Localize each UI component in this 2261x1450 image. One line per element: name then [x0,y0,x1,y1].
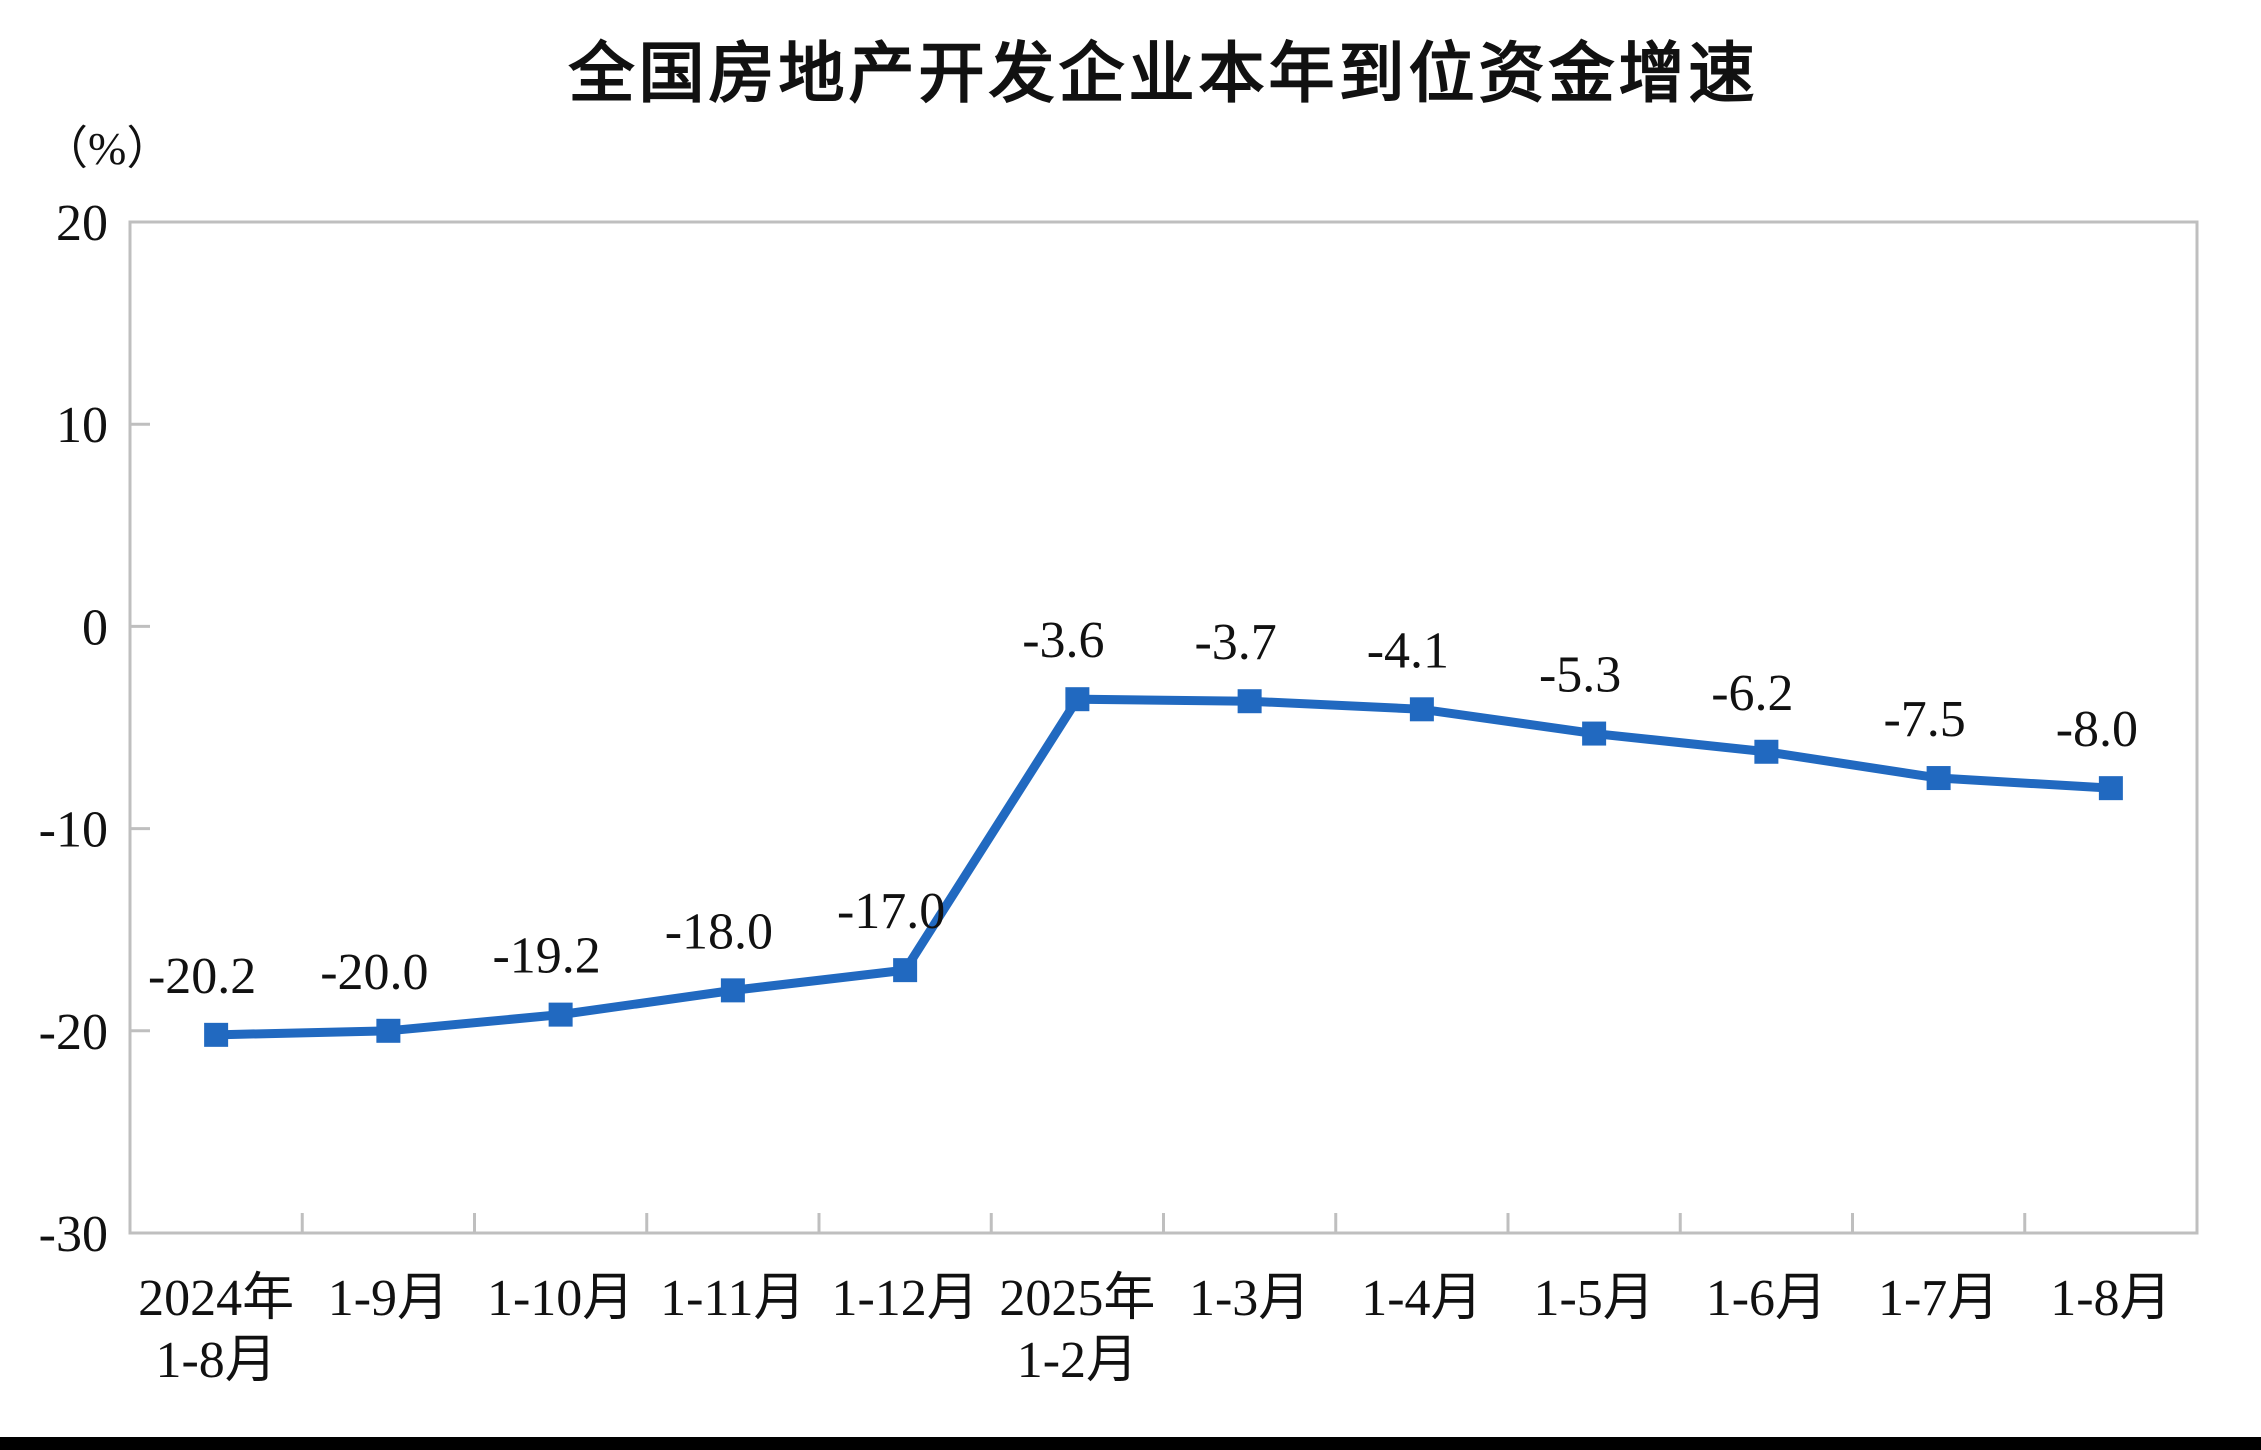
y-axis-tick-label: 0 [82,599,108,656]
data-point-label: -3.6 [1022,612,1104,669]
data-point-marker [2098,776,2123,801]
data-point-label: -8.0 [2056,701,2138,758]
x-axis-category-label: 2024年 [138,1270,294,1327]
data-point-marker [893,958,918,983]
data-point-label: -5.3 [1539,647,1621,704]
x-axis-category-label: 1-5月 [1533,1270,1654,1327]
data-point-marker [376,1018,401,1043]
data-point-label: -18.0 [665,903,773,960]
data-point-marker [1582,721,1607,746]
x-axis-category-label: 1-8月 [155,1332,276,1389]
x-axis-category-label: 1-11月 [660,1270,805,1327]
data-point-label: -20.2 [148,948,256,1005]
y-axis-tick-label: -20 [39,1004,108,1061]
data-point-label: -6.2 [1711,665,1793,722]
bottom-page-divider [0,1437,2261,1450]
y-axis-tick-label: -10 [39,802,108,859]
data-point-label: -7.5 [1883,691,1965,748]
chart-title: 全国房地产开发企业本年到位资金增速 [568,36,1759,110]
y-axis-tick-label: 10 [56,397,108,454]
x-axis-category-label: 1-4月 [1361,1270,1482,1327]
data-point-marker [1065,687,1090,712]
x-axis-category-label: 1-3月 [1189,1270,1310,1327]
data-point-marker [1409,697,1434,722]
y-axis-tick-label: -30 [39,1206,108,1263]
data-point-marker [1237,689,1262,714]
x-axis-category-label: 1-6月 [1706,1270,1827,1327]
series-line [216,694,2112,1040]
data-point-label: -19.2 [492,928,600,985]
x-axis-category-label: 1-9月 [328,1270,449,1327]
data-point-label: -17.0 [837,883,945,940]
data-point-marker [1926,766,1951,791]
x-axis-category-label: 1-2月 [1017,1332,1138,1389]
x-axis-category-label: 1-10月 [487,1270,634,1327]
data-point-label: -3.7 [1194,614,1276,671]
data-point-marker [720,978,745,1003]
x-axis-category-label: 2025年 [999,1270,1155,1327]
x-axis-category-label: 1-12月 [831,1270,978,1327]
data-point-marker [548,1002,573,1027]
y-axis-unit-label: （%） [42,123,173,174]
x-axis-category-label: 1-8月 [2050,1270,2171,1327]
x-axis-category-label: 1-7月 [1878,1270,1999,1327]
data-point-marker [204,1022,229,1047]
data-point-label: -20.0 [320,944,428,1001]
data-point-marker [1754,739,1779,764]
data-point-label: -4.1 [1367,622,1449,679]
y-axis-tick-label: 20 [56,195,108,252]
